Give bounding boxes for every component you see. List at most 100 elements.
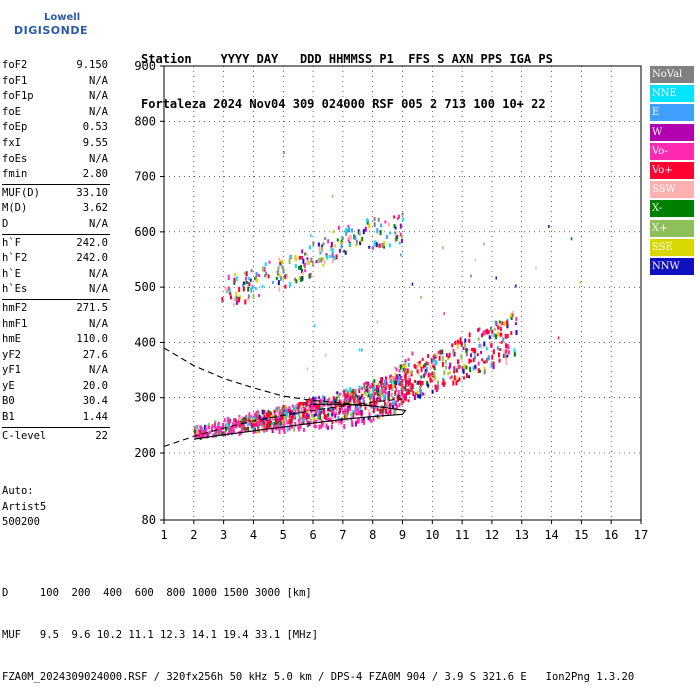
echo-mark bbox=[504, 355, 507, 360]
echo-mark bbox=[193, 426, 196, 432]
echo-mark bbox=[398, 214, 401, 219]
echo-mark bbox=[411, 370, 414, 375]
echo-mark bbox=[381, 408, 384, 413]
echo-mark bbox=[305, 413, 308, 418]
echo-mark bbox=[399, 364, 402, 370]
echo-mark bbox=[329, 401, 332, 405]
echo-mark bbox=[463, 363, 466, 369]
echo-mark bbox=[318, 408, 321, 414]
echo-mark bbox=[298, 427, 301, 432]
echo-mark bbox=[315, 410, 318, 416]
echo-mark bbox=[373, 240, 376, 245]
noise-mark bbox=[443, 312, 445, 316]
echo-mark bbox=[283, 418, 286, 423]
echo-mark bbox=[255, 423, 258, 427]
echo-mark bbox=[399, 223, 402, 229]
echo-mark bbox=[308, 273, 311, 279]
echo-mark bbox=[261, 284, 264, 288]
echo-mark bbox=[332, 411, 335, 416]
echo-mark bbox=[238, 416, 241, 421]
echo-mark bbox=[345, 231, 348, 236]
echo-mark bbox=[404, 369, 407, 374]
echo-mark bbox=[245, 415, 248, 421]
param-row: foF1 N/A bbox=[2, 74, 110, 90]
noise-mark bbox=[466, 348, 469, 352]
echo-mark bbox=[318, 399, 321, 404]
echo-mark bbox=[323, 396, 326, 402]
echo-mark bbox=[206, 433, 209, 438]
echo-mark bbox=[307, 415, 310, 420]
echo-mark bbox=[421, 357, 424, 361]
echo-mark bbox=[362, 229, 365, 235]
echo-mark bbox=[468, 338, 471, 343]
echo-mark bbox=[408, 369, 411, 373]
echo-mark bbox=[301, 271, 304, 275]
echo-mark bbox=[313, 397, 316, 401]
echo-mark bbox=[197, 435, 200, 439]
echo-mark bbox=[267, 413, 270, 417]
echo-mark bbox=[499, 348, 502, 352]
echo-mark bbox=[373, 222, 376, 228]
param-value: 0.53 bbox=[82, 121, 108, 134]
echo-mark bbox=[385, 377, 388, 382]
echo-mark bbox=[262, 266, 265, 272]
echo-mark bbox=[250, 287, 253, 293]
echo-mark bbox=[394, 231, 397, 235]
echo-mark bbox=[345, 414, 348, 419]
echo-mark bbox=[458, 364, 461, 369]
y-tick-label: 700 bbox=[134, 170, 156, 184]
echo-mark bbox=[391, 401, 394, 407]
echo-mark bbox=[493, 327, 496, 331]
echo-mark bbox=[351, 228, 354, 233]
echo-mark bbox=[353, 234, 356, 240]
echo-mark bbox=[500, 340, 503, 344]
echo-mark bbox=[453, 370, 456, 374]
header-row-2: Fortaleza 2024 Nov04 309 024000 RSF 005 … bbox=[141, 97, 546, 111]
echo-mark bbox=[396, 217, 399, 221]
echo-mark bbox=[325, 423, 328, 429]
echo-mark bbox=[349, 390, 352, 396]
echo-mark bbox=[256, 415, 259, 419]
echo-mark bbox=[298, 422, 301, 426]
echo-mark bbox=[346, 405, 349, 409]
echo-mark bbox=[327, 412, 330, 417]
echo-mark bbox=[334, 412, 337, 416]
echo-mark bbox=[240, 426, 243, 432]
echo-mark bbox=[247, 297, 250, 301]
x-tick-label: 13 bbox=[515, 528, 529, 542]
echo-mark bbox=[365, 218, 368, 223]
echo-mark bbox=[279, 421, 282, 426]
echo-mark bbox=[283, 427, 286, 433]
echo-mark bbox=[224, 426, 227, 432]
echo-mark bbox=[365, 388, 368, 393]
echo-mark bbox=[419, 393, 422, 399]
legend-item: SSW bbox=[650, 181, 694, 199]
echo-mark bbox=[347, 396, 350, 401]
echo-mark bbox=[282, 268, 285, 274]
echo-mark bbox=[493, 333, 496, 338]
echo-mark bbox=[371, 393, 374, 398]
echo-mark bbox=[387, 397, 390, 403]
echo-mark bbox=[195, 425, 198, 431]
echo-mark bbox=[386, 403, 389, 408]
echo-mark bbox=[443, 370, 446, 376]
echo-mark bbox=[404, 362, 407, 368]
param-key: B0 bbox=[2, 395, 15, 408]
echo-mark bbox=[264, 262, 267, 267]
echo-mark bbox=[459, 339, 462, 345]
echo-mark bbox=[282, 417, 285, 423]
echo-mark bbox=[339, 241, 342, 245]
echo-mark bbox=[388, 403, 391, 407]
echo-mark bbox=[254, 287, 257, 291]
param-key: h`F bbox=[2, 236, 21, 249]
echo-mark bbox=[228, 288, 231, 294]
param-row: hmF1 N/A bbox=[2, 317, 110, 333]
echo-mark bbox=[233, 418, 236, 423]
echo-mark bbox=[232, 428, 235, 434]
echo-mark bbox=[344, 414, 347, 419]
x-tick-label: 16 bbox=[604, 528, 618, 542]
echo-mark bbox=[380, 394, 383, 398]
echo-mark bbox=[276, 270, 279, 276]
param-value: 9.150 bbox=[76, 59, 108, 71]
echo-mark bbox=[277, 267, 280, 273]
